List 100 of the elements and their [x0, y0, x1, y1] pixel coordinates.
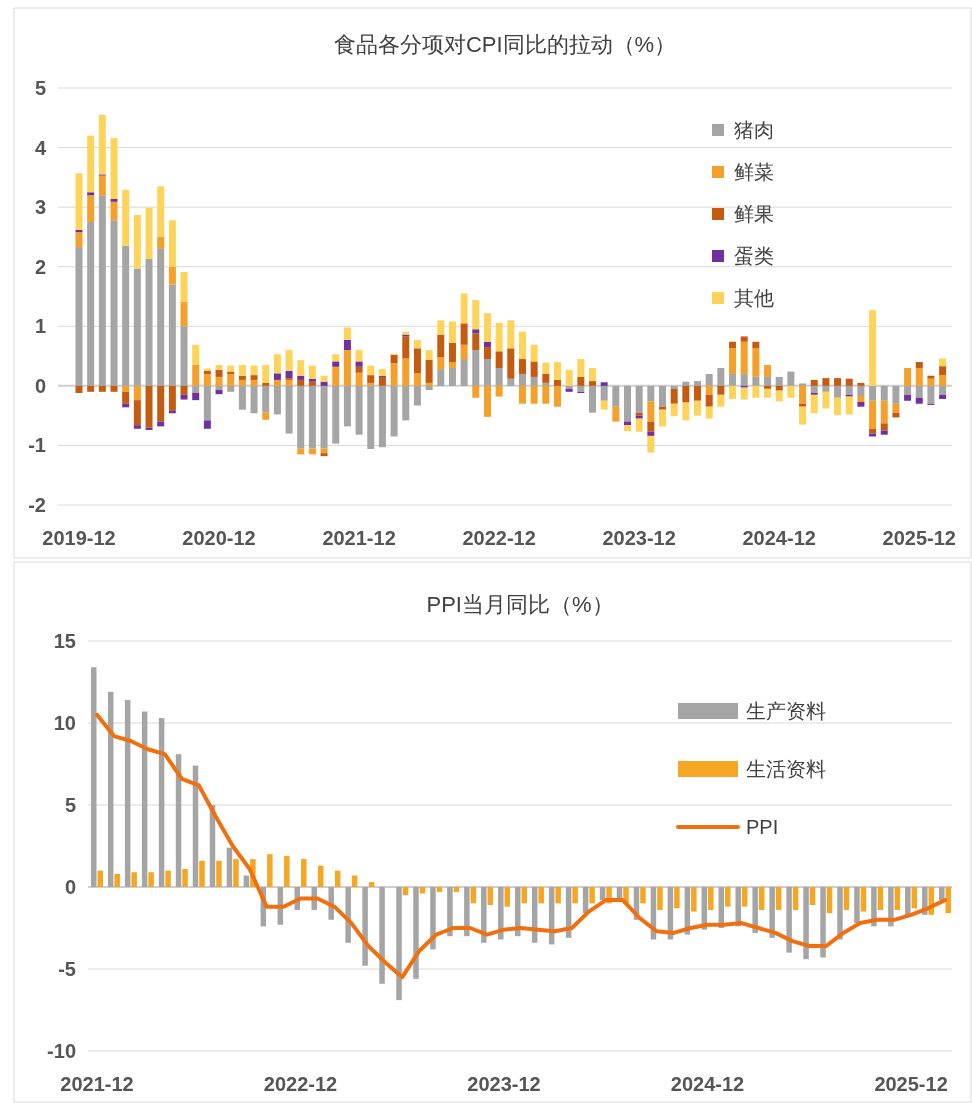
bar [939, 394, 947, 399]
bar [647, 401, 655, 422]
bar [332, 354, 340, 362]
y-tick-label: 4 [34, 136, 47, 159]
bar [729, 373, 737, 386]
y-tick-label: -1 [28, 434, 46, 457]
bar [448, 321, 456, 343]
bar [273, 379, 281, 386]
bar [904, 367, 912, 386]
x-tick-label: 2020-12 [182, 527, 256, 549]
bar [308, 378, 316, 382]
bar [530, 361, 538, 377]
bar [390, 363, 398, 386]
bar [822, 378, 830, 386]
bar [764, 365, 772, 377]
bar [553, 362, 561, 380]
bar [75, 232, 83, 248]
bar [133, 268, 141, 386]
legend-label: 鲜菜 [734, 161, 774, 183]
y-tick-label: 5 [64, 794, 76, 816]
bar [843, 887, 850, 910]
bar [402, 385, 410, 421]
bar [133, 214, 141, 269]
bar [390, 385, 398, 437]
bar [192, 365, 200, 386]
bar [518, 331, 526, 360]
bar [834, 378, 842, 386]
bar [297, 375, 305, 380]
bar [624, 425, 631, 432]
bar [98, 175, 106, 196]
bar [740, 373, 748, 386]
bar [682, 381, 690, 386]
bar [345, 887, 351, 943]
bar [75, 247, 83, 386]
legend-label: PPI [746, 816, 779, 838]
bar [518, 373, 526, 386]
bar [729, 341, 737, 349]
bar [297, 448, 305, 455]
bar [600, 382, 608, 386]
y-tick-label: 1 [34, 315, 46, 338]
bar [343, 339, 351, 351]
bar [857, 385, 865, 396]
bar [775, 390, 783, 402]
bar [87, 195, 95, 223]
bar [854, 887, 860, 924]
x-tick-label: 2021-12 [60, 1073, 134, 1095]
bar [226, 847, 233, 887]
bar [413, 887, 419, 979]
bar [915, 367, 923, 386]
bar [837, 887, 843, 940]
bar [635, 418, 643, 432]
bar [472, 300, 480, 330]
bar [425, 382, 433, 386]
bar [355, 385, 363, 435]
bar [285, 370, 293, 379]
bar [168, 220, 176, 267]
bar [682, 385, 690, 403]
bar [402, 358, 410, 386]
bar [834, 385, 842, 398]
bar [98, 114, 106, 175]
bar [250, 385, 258, 414]
bar [820, 887, 826, 958]
bar [355, 361, 363, 367]
bar [635, 385, 643, 413]
bar [308, 448, 316, 455]
bar [180, 394, 188, 400]
bar [75, 385, 83, 394]
bar [869, 385, 877, 401]
bar [133, 400, 141, 426]
bar [362, 887, 368, 966]
bar [87, 135, 95, 193]
bar [892, 403, 900, 413]
bar [472, 350, 480, 386]
bar [227, 365, 235, 372]
bar [227, 373, 235, 386]
bar [367, 375, 375, 383]
legend-label: 生活资料 [746, 758, 826, 780]
y-tick-label: -5 [58, 958, 76, 980]
bar [285, 385, 293, 434]
bar [145, 258, 153, 386]
bar [215, 385, 223, 391]
bar [273, 373, 281, 380]
bar [238, 379, 246, 386]
bar [857, 395, 865, 402]
bar [425, 385, 433, 391]
bar [320, 453, 328, 457]
x-tick-label: 2025-12 [882, 527, 956, 549]
bar [199, 860, 205, 887]
bar [495, 351, 503, 368]
bar [572, 887, 578, 904]
bar [752, 385, 760, 398]
bar [122, 189, 130, 246]
bar [182, 868, 188, 887]
bar [518, 385, 526, 404]
bar [355, 372, 363, 386]
bar [538, 887, 544, 904]
bar [725, 887, 731, 907]
bar [437, 334, 445, 358]
bar [507, 348, 515, 379]
bar [262, 385, 270, 413]
